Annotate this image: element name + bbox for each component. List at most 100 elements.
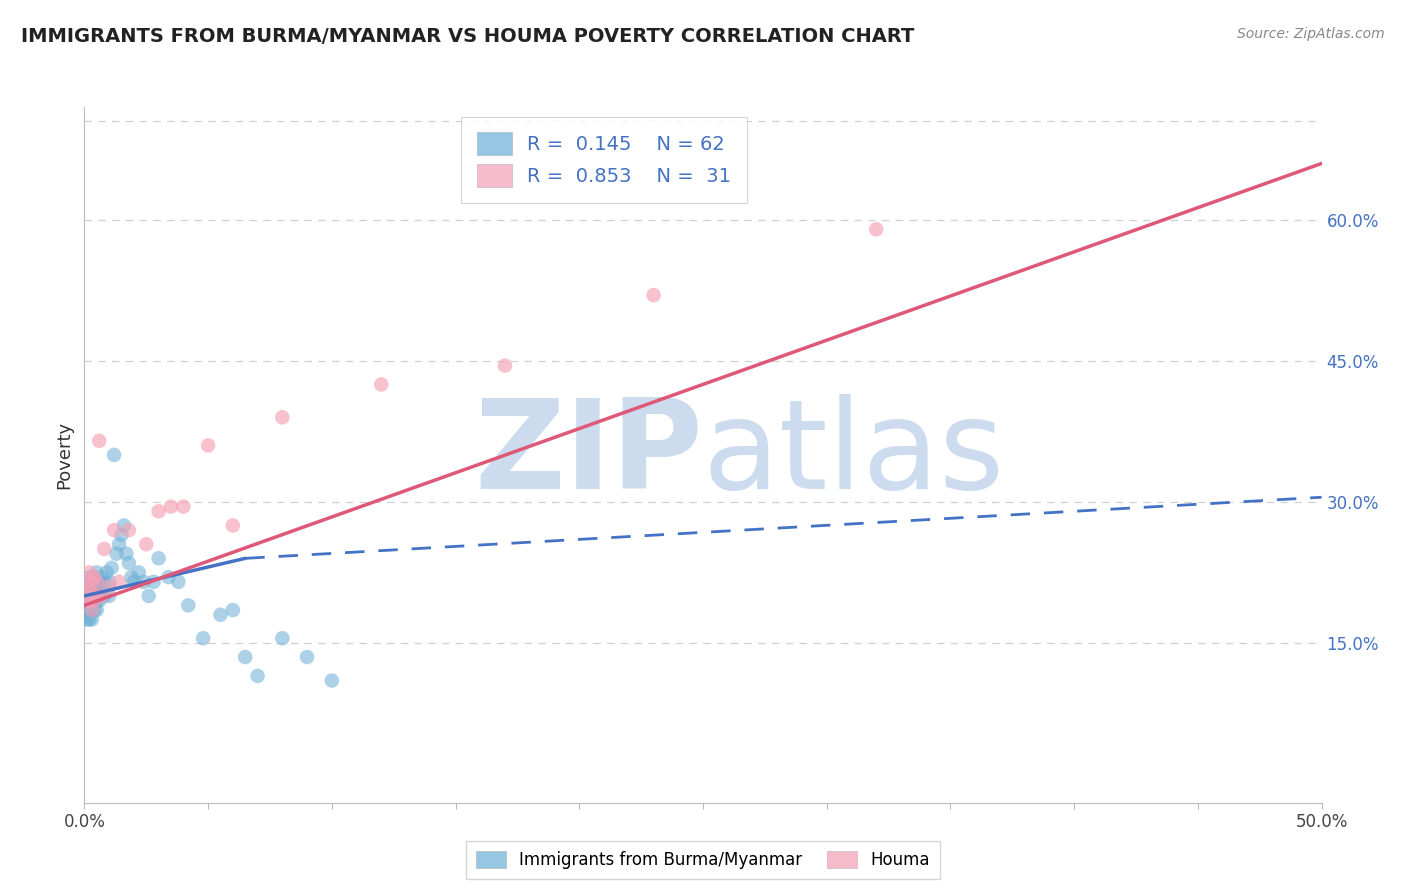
Point (89, 434, 111, 448)
Point (80, 589, 103, 603)
Point (86, 589, 108, 603)
Point (79, 603, 101, 617)
Point (494, 359, 516, 373)
Text: atlas: atlas (703, 394, 1005, 516)
Point (271, 632, 294, 646)
Point (86, 593, 108, 607)
Point (105, 547, 128, 561)
Point (79, 593, 101, 607)
Point (222, 518, 245, 533)
Point (128, 566, 150, 580)
Point (233, 650, 256, 665)
Point (79, 574, 101, 589)
Point (98, 589, 121, 603)
Point (108, 574, 131, 589)
Point (76, 612, 98, 626)
Point (120, 570, 142, 584)
Point (118, 556, 141, 570)
Point (209, 607, 232, 622)
Point (76, 593, 98, 607)
Point (79, 612, 101, 626)
Point (865, 222, 887, 236)
Point (89, 574, 111, 589)
Point (73, 584, 96, 599)
Point (167, 574, 190, 589)
Point (177, 599, 200, 613)
Point (86, 574, 108, 589)
Point (197, 438, 219, 452)
Point (138, 589, 160, 603)
Point (115, 547, 138, 561)
Point (83, 593, 105, 607)
Point (83, 570, 105, 584)
Point (103, 523, 125, 537)
Point (80, 603, 103, 617)
Point (160, 500, 183, 514)
Point (80, 580, 103, 594)
Point (108, 537, 131, 551)
Point (157, 570, 180, 584)
Point (135, 537, 157, 551)
Point (96, 566, 118, 580)
Point (191, 632, 214, 646)
Point (122, 574, 145, 589)
Text: Source: ZipAtlas.com: Source: ZipAtlas.com (1237, 27, 1385, 41)
Point (76, 593, 98, 607)
Point (222, 603, 245, 617)
Point (83, 593, 105, 607)
Point (79, 584, 101, 599)
Point (246, 669, 269, 683)
Point (79, 570, 101, 584)
Point (112, 518, 135, 533)
Point (76, 574, 98, 589)
Point (370, 377, 392, 392)
Point (98, 580, 121, 594)
Point (80, 574, 103, 589)
Point (79, 589, 101, 603)
Point (86, 566, 108, 580)
Point (83, 603, 105, 617)
Point (79, 593, 101, 607)
Point (132, 574, 155, 589)
Point (86, 580, 108, 594)
Point (643, 288, 665, 302)
Point (98, 574, 121, 589)
Legend: Immigrants from Burma/Myanmar, Houma: Immigrants from Burma/Myanmar, Houma (465, 841, 941, 880)
Point (73, 603, 96, 617)
Point (93, 541, 115, 556)
Point (90, 570, 112, 584)
Point (148, 551, 170, 566)
Point (89, 584, 111, 599)
Point (83, 574, 105, 589)
Point (271, 410, 294, 425)
Point (80, 612, 103, 626)
Point (73, 589, 96, 603)
Point (103, 448, 125, 462)
Point (89, 593, 111, 607)
Point (76, 580, 98, 594)
Point (80, 603, 103, 617)
Point (148, 504, 170, 518)
Point (76, 574, 98, 589)
Point (79, 566, 101, 580)
Legend: R =  0.145    N = 62, R =  0.853    N =  31: R = 0.145 N = 62, R = 0.853 N = 31 (461, 117, 747, 202)
Point (90, 589, 112, 603)
Point (83, 589, 105, 603)
Point (110, 528, 132, 542)
Point (90, 584, 112, 599)
Point (93, 574, 115, 589)
Text: IMMIGRANTS FROM BURMA/MYANMAR VS HOUMA POVERTY CORRELATION CHART: IMMIGRANTS FROM BURMA/MYANMAR VS HOUMA P… (21, 27, 914, 45)
Point (76, 584, 98, 599)
Point (80, 589, 103, 603)
Point (93, 589, 115, 603)
Point (118, 523, 141, 537)
Point (86, 603, 108, 617)
Point (100, 560, 122, 574)
Point (172, 500, 194, 514)
Point (321, 673, 343, 688)
Point (80, 593, 103, 607)
Point (142, 574, 165, 589)
Point (295, 650, 318, 665)
Text: ZIP: ZIP (474, 394, 703, 516)
Y-axis label: Poverty: Poverty (55, 421, 73, 489)
